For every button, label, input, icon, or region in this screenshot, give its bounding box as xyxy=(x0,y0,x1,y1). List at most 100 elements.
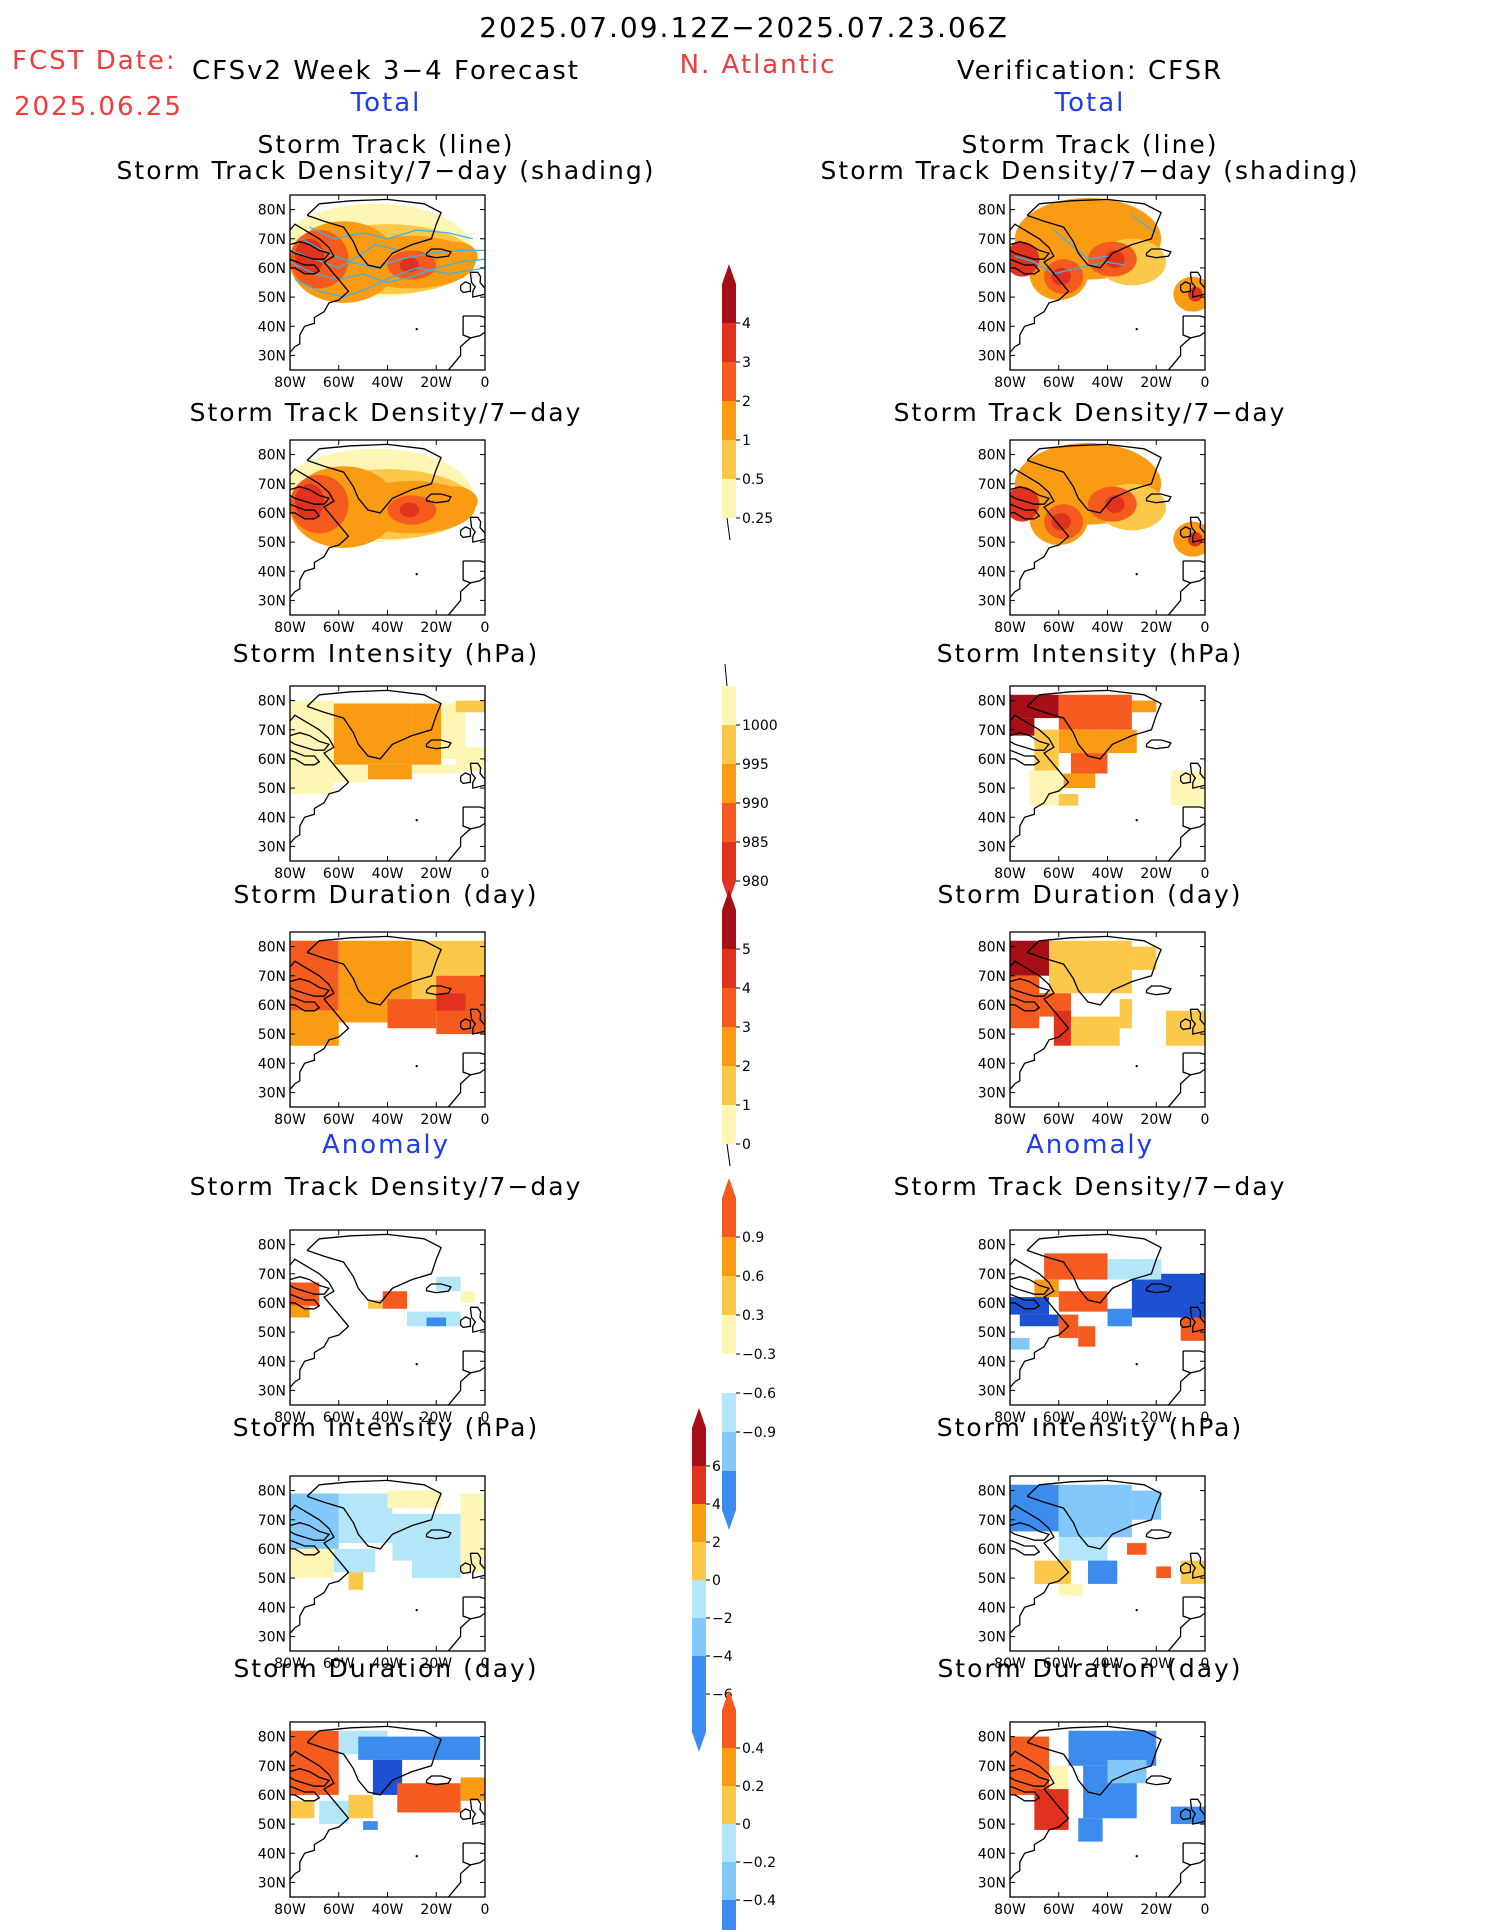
grid-cell-block xyxy=(363,1821,378,1830)
y-tick-label: 60N xyxy=(258,1296,286,1312)
y-tick-label: 40N xyxy=(258,1600,286,1616)
map-content: 80W 60W 40W 20W 0 80N 70N 60N 50N 40N 30N xyxy=(978,1229,1209,1426)
y-tick-label: 40N xyxy=(978,810,1006,826)
coastline xyxy=(469,516,485,543)
map-plot-area xyxy=(1010,932,1205,1107)
colorbar-arrow-bottom xyxy=(722,1510,736,1530)
y-tick-label: 50N xyxy=(978,535,1006,551)
y-tick-label: 60N xyxy=(978,261,1006,277)
x-tick-label: 80W xyxy=(274,1410,306,1426)
x-tick-label: 80W xyxy=(994,1656,1026,1672)
grid-cell-block xyxy=(455,700,485,713)
y-tick-label: 80N xyxy=(978,448,1006,464)
colorbar-label: 5 xyxy=(742,942,751,958)
map-content: 80W 60W 40W 20W 0 80N 70N 60N 50N 40N 30N xyxy=(978,194,1209,391)
y-tick-label: 40N xyxy=(978,319,1006,335)
map-duration-verification: 80W 60W 40W 20W 0 80N 70N 60N 50N 40N 30N xyxy=(978,931,1209,1128)
colorbar-label: 3 xyxy=(742,355,751,371)
coastline xyxy=(1167,1074,1191,1107)
colorbar-label: 2 xyxy=(712,1535,721,1551)
colorbar-density: 4 3 2 1 0.5 0.25 xyxy=(722,264,773,541)
grid-cell-block xyxy=(1010,1337,1030,1350)
title-l1-track-shading: Storm Track Density/7−day (shading) xyxy=(116,156,656,185)
coastline xyxy=(1010,1750,1070,1897)
coastline xyxy=(469,1008,485,1035)
coastline xyxy=(1010,1276,1051,1295)
colorbar-segment xyxy=(722,1276,736,1315)
coastline xyxy=(447,1372,471,1405)
y-tick-label: 70N xyxy=(258,232,286,248)
y-tick-label: 80N xyxy=(258,694,286,710)
title-r5-density-anom: Storm Track Density/7−day xyxy=(893,1172,1287,1201)
coastline xyxy=(290,978,331,997)
island-dot xyxy=(415,1362,418,1366)
y-tick-label: 60N xyxy=(978,752,1006,768)
y-tick-label: 70N xyxy=(258,477,286,493)
coastline xyxy=(425,985,452,996)
title-l7-duration-anom: Storm Duration (day) xyxy=(233,1654,539,1683)
coastline xyxy=(1179,1562,1192,1575)
island-dot xyxy=(1135,327,1138,331)
grid-cell-block xyxy=(1058,729,1137,754)
map-content: 80W 60W 40W 20W 0 80N 70N 60N 50N 40N 30N xyxy=(258,685,489,882)
y-tick-label: 70N xyxy=(258,1759,286,1775)
x-tick-label: 60W xyxy=(323,866,355,882)
x-tick-label: 20W xyxy=(420,866,452,882)
y-tick-label: 30N xyxy=(978,1383,1006,1399)
coastline xyxy=(1010,732,1051,751)
y-tick-label: 60N xyxy=(258,752,286,768)
x-tick-label: 40W xyxy=(372,1902,404,1918)
shade-area xyxy=(1051,267,1071,286)
coastline xyxy=(1026,198,1162,269)
y-tick-label: 50N xyxy=(258,290,286,306)
coastline xyxy=(290,749,321,766)
colorbar-segment xyxy=(722,1027,736,1066)
coastline xyxy=(1010,258,1041,275)
grid-cell-block xyxy=(436,1276,461,1292)
colorbar-segment xyxy=(692,1618,706,1656)
colorbar-tail xyxy=(726,1143,731,1167)
grid-cell-block xyxy=(290,1548,334,1579)
coastline xyxy=(1010,714,1070,861)
title-l5-density-anom: Storm Track Density/7−day xyxy=(189,1172,583,1201)
x-tick-label: 80W xyxy=(994,620,1026,636)
y-tick-label: 60N xyxy=(258,1542,286,1558)
colorbar-label: 985 xyxy=(742,835,769,851)
colorbar-segment xyxy=(722,284,736,323)
grid-cell-block xyxy=(333,1548,376,1573)
y-tick-label: 60N xyxy=(258,998,286,1014)
grid-cell-block xyxy=(460,1777,485,1801)
x-tick-label: 40W xyxy=(1092,1410,1124,1426)
colorbar-label: 2 xyxy=(742,394,751,410)
coastline xyxy=(462,806,485,830)
grid-cell-block xyxy=(1039,993,1071,1017)
coastline xyxy=(462,1052,485,1076)
island-dot xyxy=(415,572,418,576)
map-content: 80W 60W 40W 20W 0 80N 70N 60N 50N 40N 30N xyxy=(978,1721,1209,1918)
grid-cell-block xyxy=(1156,1566,1171,1579)
coastline xyxy=(1189,762,1205,789)
map-intensity-verification: 80W 60W 40W 20W 0 80N 70N 60N 50N 40N 30N xyxy=(978,685,1209,882)
x-tick-label: 20W xyxy=(420,1902,452,1918)
coastline xyxy=(1179,772,1192,785)
title-r1-track-line: Storm Track (line) xyxy=(961,130,1219,159)
y-tick-label: 50N xyxy=(258,1027,286,1043)
colorbar-segment xyxy=(722,1471,736,1510)
x-tick-label: 60W xyxy=(323,1410,355,1426)
colorbar-label: 1 xyxy=(742,433,751,449)
y-tick-label: 60N xyxy=(258,1788,286,1804)
colorbar-segment xyxy=(722,910,736,949)
colorbar-segment xyxy=(722,401,736,440)
colorbar-density-anomaly: 0.9 0.6 0.3 −0.3 −0.6 −0.9 xyxy=(722,1178,776,1530)
y-tick-label: 50N xyxy=(258,1571,286,1587)
colorbar-tail xyxy=(726,517,731,541)
grid-cell-block xyxy=(1127,1543,1147,1555)
coastline xyxy=(1189,271,1205,298)
island-dot xyxy=(1135,1064,1138,1068)
coastline xyxy=(1145,1283,1172,1294)
map-duration-forecast: 80W 60W 40W 20W 0 80N 70N 60N 50N 40N 30N xyxy=(258,931,489,1128)
title-r7-duration-anom: Storm Duration (day) xyxy=(937,1654,1243,1683)
coastline xyxy=(425,1529,452,1540)
coastline xyxy=(459,1018,472,1031)
x-tick-label: 60W xyxy=(323,1656,355,1672)
